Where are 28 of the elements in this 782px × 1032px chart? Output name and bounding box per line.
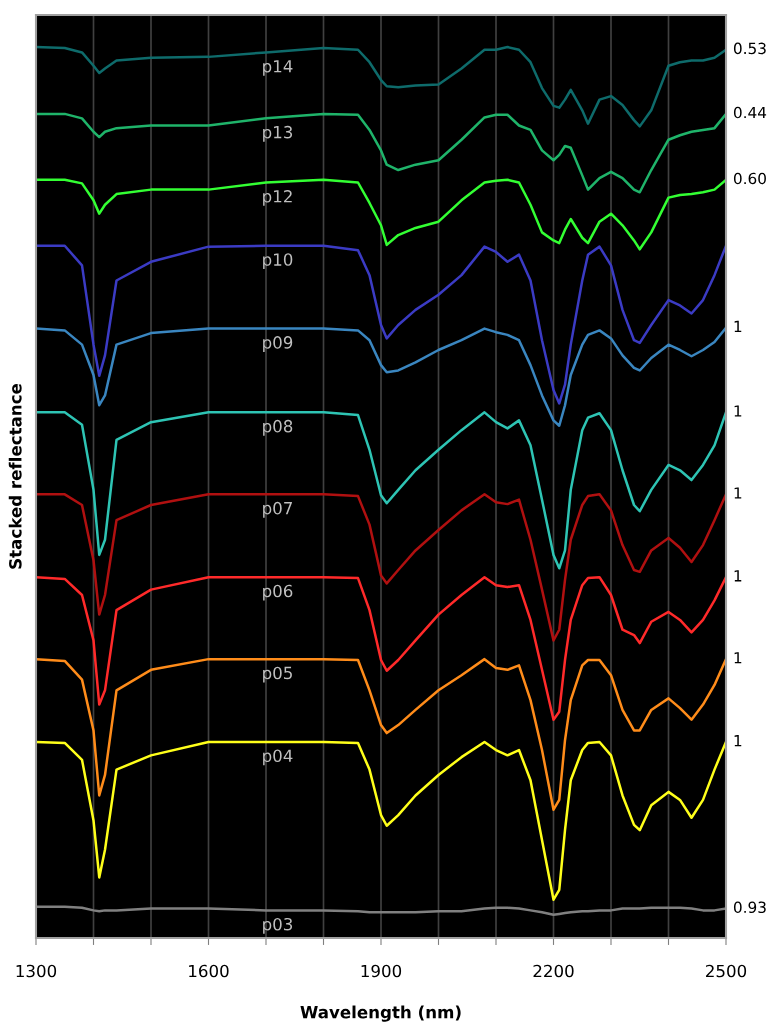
series-label: p08 [263,419,293,436]
series-label: p06 [263,584,293,601]
series-label: p13 [263,125,293,142]
text: 1 [734,487,742,499]
y-axis-title: Stacked reflectance [8,383,22,569]
series-label: p09 [263,336,293,352]
x-tick-label: 1300 [16,964,57,978]
text: 1 [734,735,742,747]
x-tick-label: 1600 [189,964,229,978]
text: 0.93 [733,901,766,914]
series-label: p05 [263,666,292,683]
series-label: p12 [263,190,292,206]
series-label: p03 [263,917,293,934]
text: 1 [734,405,742,417]
series-label: p07 [263,501,292,518]
x-tick-label: 2500 [706,964,747,978]
text: 1 [734,320,742,332]
series-label: p04 [263,749,293,766]
text: 1 [734,570,742,582]
series-label: p14 [263,60,293,76]
text: 1 [734,652,742,664]
x-tick-label: 2200 [533,964,574,978]
text: 0.44 [733,106,767,119]
x-tick-label: 1900 [361,964,402,978]
text: 0.60 [733,172,766,185]
x-axis-title: Wavelength (nm) [300,1005,461,1022]
text: 0.53 [733,42,766,55]
series-label: p10 [263,253,293,270]
